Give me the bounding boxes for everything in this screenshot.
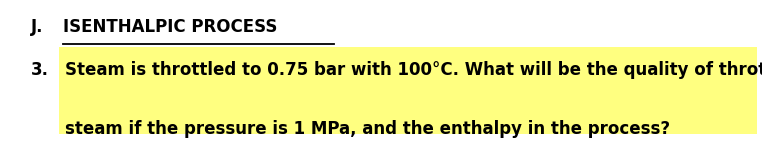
Text: steam if the pressure is 1 MPa, and the enthalpy in the process?: steam if the pressure is 1 MPa, and the … [65,120,670,138]
FancyBboxPatch shape [59,47,757,134]
Text: 3.: 3. [30,61,49,79]
Text: J.: J. [30,18,43,35]
Text: Steam is throttled to 0.75 bar with 100°C. What will be the quality of throttled: Steam is throttled to 0.75 bar with 100°… [65,61,762,79]
Text: ISENTHALPIC PROCESS: ISENTHALPIC PROCESS [63,18,277,35]
